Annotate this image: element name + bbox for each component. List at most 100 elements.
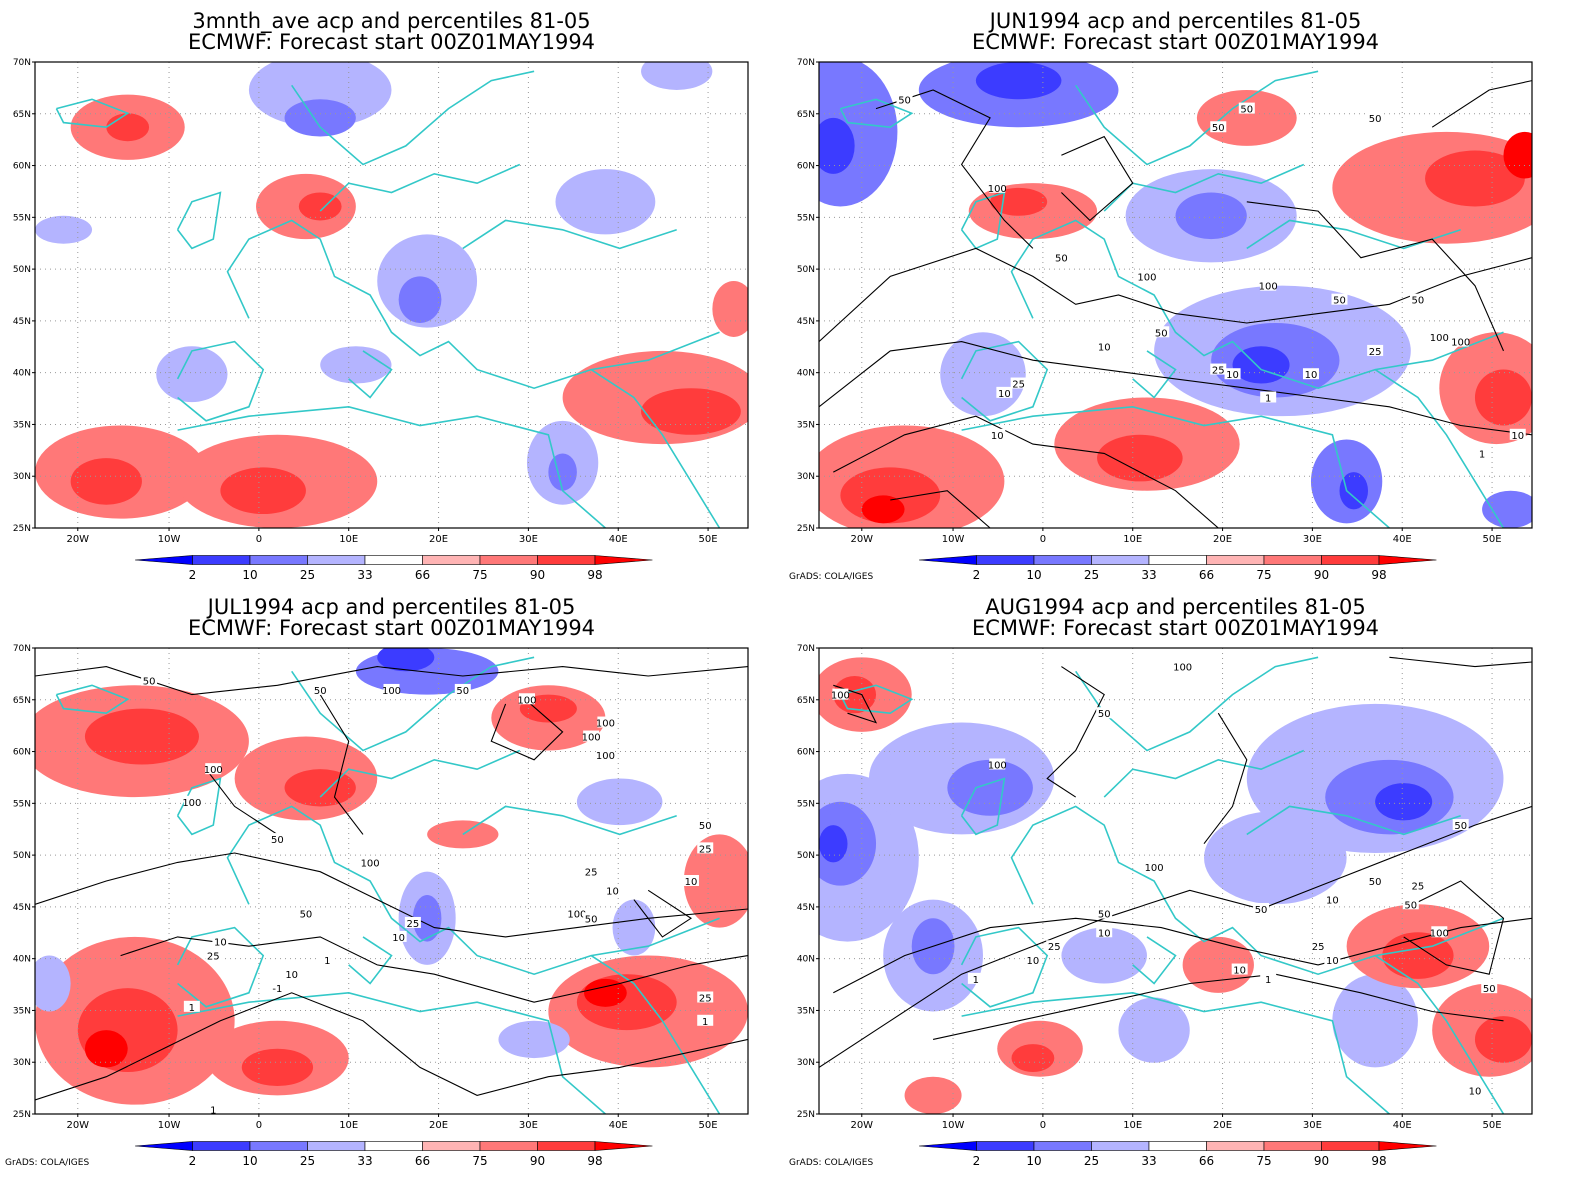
contour-label: 1 bbox=[324, 956, 330, 967]
coastline bbox=[1132, 936, 1177, 985]
contour-label-bg bbox=[1260, 391, 1277, 403]
colorbar-segment bbox=[537, 555, 596, 565]
contour-label-bg bbox=[1402, 898, 1419, 910]
panel-subtitle: ECMWF: Forecast start 00Z01MAY1994 bbox=[972, 30, 1379, 54]
coastline bbox=[462, 805, 677, 836]
contour-label: 100 bbox=[1430, 928, 1449, 939]
contour-label: 1 bbox=[1265, 975, 1271, 986]
coastline bbox=[960, 777, 1006, 836]
contour-line bbox=[1389, 656, 1532, 668]
lat-label: 25N bbox=[13, 524, 31, 534]
anomaly-shade bbox=[398, 276, 442, 323]
colorbar-label: 98 bbox=[1371, 568, 1386, 582]
contour-line bbox=[890, 490, 991, 528]
colorbar-segment bbox=[976, 555, 1035, 565]
anomaly-shade bbox=[612, 899, 656, 956]
colorbar-segment bbox=[249, 555, 308, 565]
colorbar-segment bbox=[364, 555, 423, 565]
coastline bbox=[55, 684, 130, 715]
anomaly-shade bbox=[1175, 192, 1247, 240]
coastline bbox=[1374, 954, 1505, 1114]
contour-label: 50 bbox=[1369, 877, 1382, 888]
grads-credit: GrADS: COLA/IGES bbox=[789, 572, 873, 582]
contour-label-bg bbox=[297, 907, 314, 919]
colorbar-segment bbox=[1148, 555, 1207, 565]
lat-label: 30N bbox=[13, 1058, 31, 1068]
contour-line bbox=[1403, 880, 1505, 975]
contour-label: 10 bbox=[1226, 370, 1239, 381]
colorbar-left-arrow bbox=[134, 555, 193, 565]
colorbar-label: 75 bbox=[1256, 568, 1271, 582]
contour-label: 25 bbox=[1412, 882, 1425, 893]
coastline bbox=[1132, 350, 1177, 399]
contour-label-bg bbox=[583, 730, 600, 742]
map-plot-area bbox=[35, 62, 748, 528]
contour-label: 100 bbox=[831, 691, 850, 702]
colorbar-segment bbox=[1321, 1141, 1380, 1151]
colorbar-segment bbox=[1263, 1141, 1322, 1151]
colorbar-label: 66 bbox=[1199, 568, 1214, 582]
contour-label-bg bbox=[1260, 972, 1277, 984]
colorbar-label: 2 bbox=[189, 1154, 197, 1168]
colorbar-label: 75 bbox=[472, 568, 487, 582]
contour-line bbox=[1061, 135, 1134, 222]
contour-label: 100 bbox=[596, 719, 615, 730]
map-panel-1: JUN1994 acp and percentiles 81-05ECMWF: … bbox=[789, 9, 1533, 582]
contour-label: 25 bbox=[407, 919, 420, 930]
lon-label: 30E bbox=[1303, 534, 1322, 545]
lat-label: 50N bbox=[797, 265, 815, 275]
colorbar-segment bbox=[479, 555, 538, 565]
colorbar-segment bbox=[364, 1141, 423, 1151]
anomaly-shade bbox=[284, 769, 356, 807]
colorbar-segment bbox=[1321, 555, 1380, 565]
contour-label: 100 bbox=[517, 695, 536, 706]
anomaly-shade bbox=[641, 388, 741, 435]
contour-label-bg bbox=[1474, 447, 1491, 459]
colorbar-segment bbox=[1091, 1141, 1150, 1151]
colorbar-label: 75 bbox=[1256, 1154, 1271, 1168]
contour-line bbox=[35, 666, 748, 696]
lat-label: 55N bbox=[797, 213, 815, 223]
colorbar-right-arrow bbox=[594, 555, 653, 565]
contour-label-bg bbox=[1024, 954, 1041, 966]
colorbar-label: 98 bbox=[587, 568, 602, 582]
colorbar-segment bbox=[1263, 555, 1322, 565]
map-plot-area: 1001001005010050501025102510501025501001… bbox=[819, 648, 1532, 1114]
anomaly-shade bbox=[940, 332, 1026, 417]
contour-label: 50 bbox=[1240, 105, 1253, 116]
coastline bbox=[1103, 749, 1305, 798]
colorbar-label: 33 bbox=[357, 568, 372, 582]
contour-label-bg bbox=[1509, 428, 1526, 440]
contour-label: 10 bbox=[285, 970, 298, 981]
contour-label-bg bbox=[604, 884, 621, 896]
coastline bbox=[1374, 368, 1505, 528]
anomaly-shade bbox=[35, 215, 93, 244]
lat-label: 65N bbox=[13, 110, 31, 120]
colorbar-label: 10 bbox=[242, 1154, 257, 1168]
colorbar-label: 10 bbox=[242, 568, 257, 582]
contour-label-bg bbox=[183, 1000, 200, 1012]
contour-label: 100 bbox=[582, 733, 601, 744]
panel-subtitle: ECMWF: Forecast start 00Z01MAY1994 bbox=[188, 30, 595, 54]
anomaly-shade bbox=[1482, 490, 1532, 528]
contour-label: 50 bbox=[898, 95, 911, 106]
contour-label-bg bbox=[1409, 293, 1426, 305]
contour-label-bg bbox=[1302, 368, 1319, 380]
anomaly-shade bbox=[712, 281, 748, 337]
contour-label-bg bbox=[205, 1103, 222, 1114]
colorbar-label: 75 bbox=[472, 1154, 487, 1168]
colorbar-segment bbox=[307, 555, 366, 565]
lat-label: 35N bbox=[13, 420, 31, 430]
contour-label-bg bbox=[583, 912, 600, 924]
panel-title: AUG1994 acp and percentiles 81-05 bbox=[985, 595, 1365, 619]
anomaly-shade bbox=[1061, 927, 1147, 984]
lon-label: 0 bbox=[1040, 534, 1046, 545]
contour-label-bg bbox=[1431, 330, 1448, 342]
anomaly-shade bbox=[248, 62, 392, 128]
contour-label: 10 bbox=[1233, 966, 1246, 977]
contour-line bbox=[1246, 201, 1505, 352]
contour-label-bg bbox=[183, 795, 200, 807]
colorbar-segment bbox=[1206, 1141, 1265, 1151]
